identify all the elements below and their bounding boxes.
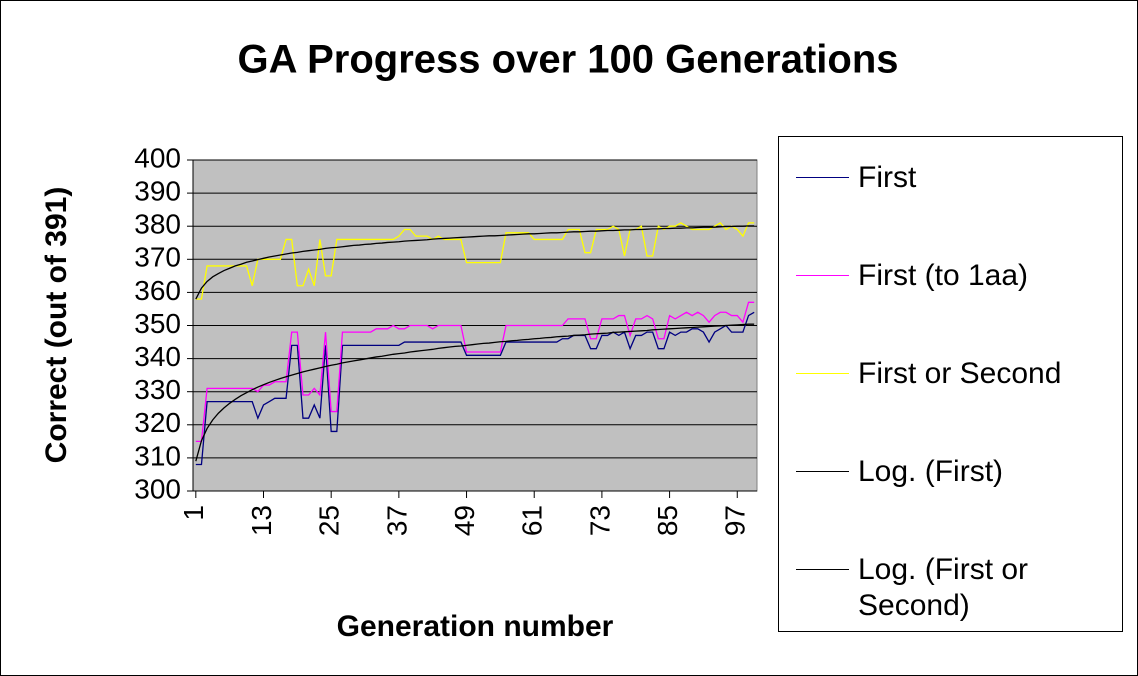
- legend-swatch: [796, 177, 849, 178]
- series-line: [195, 323, 755, 462]
- series-line: [195, 311, 755, 466]
- y-tick-label: 390: [134, 175, 181, 206]
- legend-label: First: [858, 161, 917, 194]
- series-line: [195, 301, 755, 442]
- legend-label: Log. (First): [858, 455, 1004, 488]
- legend: First First (to 1aa) First or Second Log. (…: [778, 136, 1123, 632]
- y-tick-label: 340: [134, 341, 181, 372]
- y-tick-label: 350: [134, 308, 181, 339]
- x-tick-label: 13: [246, 505, 277, 536]
- x-tick-label: 61: [517, 505, 548, 536]
- x-tick-label: 49: [449, 505, 480, 536]
- series-line: [195, 222, 755, 300]
- x-axis-title: Generation number: [337, 610, 614, 643]
- x-tick-label: 85: [652, 505, 683, 536]
- legend-label: First (to 1aa): [858, 259, 1029, 292]
- y-tick-label: 380: [134, 209, 181, 240]
- x-tick-label: 37: [381, 505, 412, 536]
- y-tick-label: 330: [134, 374, 181, 405]
- y-tick-label: 310: [134, 440, 181, 471]
- legend-swatch: [796, 275, 849, 276]
- legend-swatch: [796, 373, 849, 374]
- legend-swatch: [796, 471, 849, 472]
- y-tick-label: 320: [134, 407, 181, 438]
- legend-label: First or Second: [858, 357, 1062, 390]
- x-tick-label: 25: [314, 505, 345, 536]
- x-tick-label: 97: [720, 505, 751, 536]
- y-tick-label: 400: [134, 142, 181, 173]
- y-tick-label: 360: [134, 275, 181, 306]
- legend-label: Log. (First or Second): [858, 553, 1029, 622]
- series-line: [195, 225, 755, 300]
- y-axis-title: Correct (out of 391): [40, 187, 73, 464]
- x-tick-label: 1: [178, 505, 209, 521]
- chart-title: GA Progress over 100 Generations: [237, 38, 898, 82]
- legend-swatch: [796, 569, 849, 570]
- y-tick-label: 370: [134, 242, 181, 273]
- x-tick-label: 73: [584, 505, 615, 536]
- y-tick-label: 300: [134, 473, 181, 504]
